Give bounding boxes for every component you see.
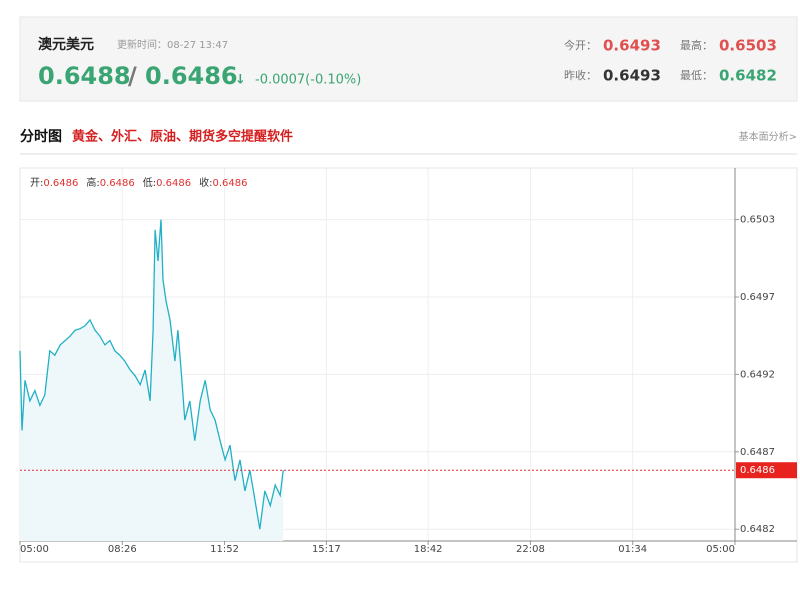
x-tick-label: 01:34: [618, 544, 647, 555]
quote-label: 最高：: [680, 38, 713, 52]
current-price-badge: [736, 462, 797, 479]
y-tick-label: 0.6492: [740, 369, 775, 380]
y-tick-label: 0.6487: [740, 447, 775, 458]
analysis-link[interactable]: 基本面分析>: [739, 130, 797, 143]
current-price-label: 0.6486: [740, 465, 775, 476]
x-tick-label: 05:00: [20, 544, 49, 555]
ohlc-label: 开:: [30, 178, 43, 189]
ohlc-value: 0.6486: [100, 178, 135, 189]
ohlc-value: 0.6486: [43, 178, 78, 189]
quote-panel: [19, 16, 798, 102]
x-tick-label: 08:26: [108, 544, 137, 555]
x-tick-label: 22:08: [516, 544, 545, 555]
ohlc-value: 0.6486: [156, 178, 191, 189]
ask-price: 0.6486: [145, 62, 238, 90]
x-tick-label: 18:42: [414, 544, 443, 555]
price-change: -0.0007(-0.10%): [255, 73, 361, 88]
quote-value: 0.6493: [603, 67, 661, 85]
section-title: 分时图: [20, 128, 62, 145]
x-tick-label: 15:17: [312, 544, 341, 555]
quote-value: 0.6482: [719, 67, 777, 85]
quote-title: 澳元美元: [38, 36, 94, 53]
bid-price: 0.6488: [38, 62, 131, 90]
ohlc-label: 低:: [143, 176, 156, 189]
change-arrow: ↓: [235, 73, 246, 88]
x-tick-label: 05:00: [706, 544, 735, 555]
ohlc-label: 收:: [199, 176, 212, 189]
quote-label: 今开：: [564, 38, 597, 52]
ohlc-value: 0.6486: [213, 178, 248, 189]
promo-link[interactable]: 黄金、外汇、原油、期货多空提醒软件: [72, 129, 293, 145]
quote-label: 最低：: [680, 69, 713, 82]
price-separator: /: [128, 62, 137, 90]
quote-value: 0.6503: [719, 37, 777, 55]
plot: 0.6482 0.6487 0.6492 0.6497 0.6503 05:00 08:26…: [19, 168, 797, 555]
quote-value: 0.6493: [603, 37, 661, 55]
x-tick-label: 11:52: [210, 544, 239, 555]
y-tick-label: 0.6482: [740, 524, 775, 535]
quote-label: 昨收：: [564, 68, 597, 82]
ohlc-label: 高:: [86, 176, 99, 189]
update-time: 更新时间：08-27 13:47: [117, 38, 228, 51]
y-tick-label: 0.6503: [740, 215, 775, 226]
price-line: [19, 219, 284, 530]
y-tick-label: 0.6497: [740, 292, 775, 303]
